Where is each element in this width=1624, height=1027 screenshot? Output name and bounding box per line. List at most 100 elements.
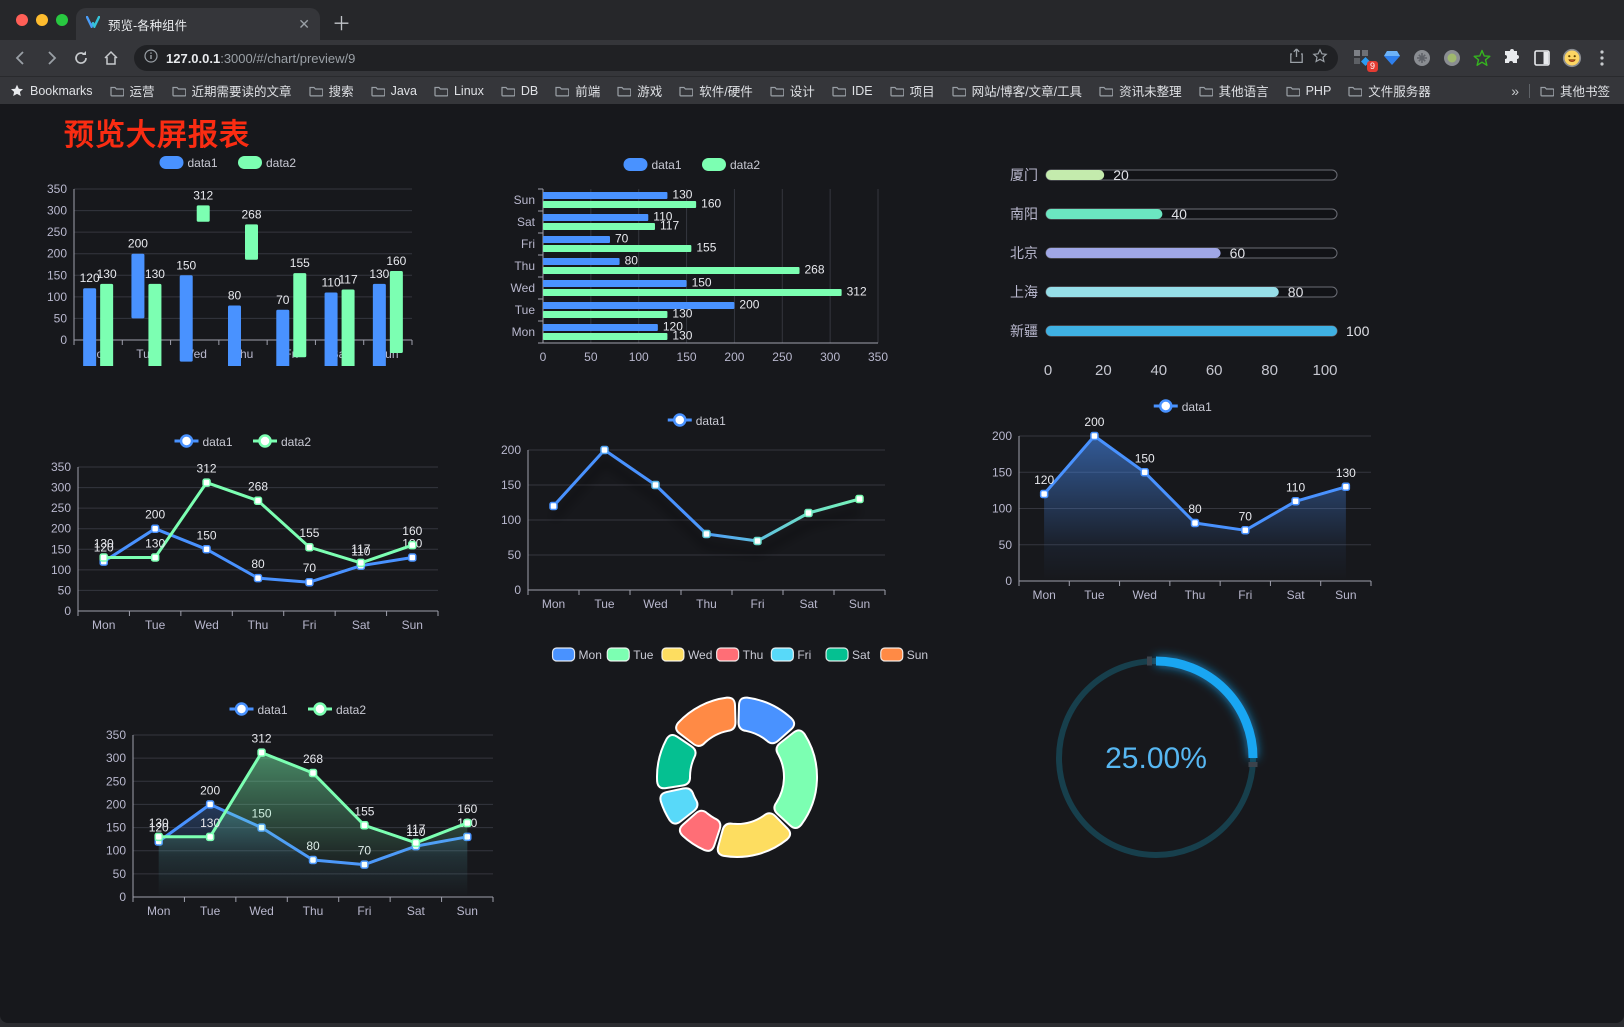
gem-extension-icon[interactable] (1382, 48, 1402, 68)
avatar-emoji-icon[interactable] (1562, 48, 1582, 68)
svg-text:130: 130 (1336, 466, 1356, 480)
chart-city-progress-bars[interactable]: 厦门 20 南阳 40 北京 60 上海 80 新疆 100 0 20 40 60 80 100 (992, 153, 1392, 388)
folder-icon (1198, 86, 1213, 96)
record-circle-extension-icon[interactable] (1442, 48, 1462, 68)
bookmarks-divider (1528, 83, 1530, 98)
svg-text:Mon: Mon (542, 597, 565, 611)
bookmark-folder[interactable]: 文件服务器 (1348, 81, 1431, 100)
info-icon[interactable] (144, 48, 158, 68)
svg-text:Sun: Sun (514, 193, 535, 207)
reload-button[interactable] (68, 45, 94, 71)
svg-text:100: 100 (1346, 323, 1370, 339)
bookmark-folder[interactable]: PHP (1285, 84, 1331, 98)
svg-text:data2: data2 (730, 158, 760, 172)
svg-text:data1: data1 (258, 703, 288, 717)
svg-text:50: 50 (999, 538, 1013, 552)
svg-text:120: 120 (94, 541, 114, 555)
svg-text:北京: 北京 (1010, 245, 1038, 261)
tab-manager-extension-icon[interactable]: 9 (1352, 48, 1378, 72)
svg-text:Wed: Wed (1132, 588, 1156, 602)
svg-text:350: 350 (51, 460, 71, 474)
svg-text:40: 40 (1171, 206, 1187, 222)
bookmark-folder[interactable]: 其他语言 (1198, 81, 1269, 100)
chart-grouped-bar-vertical[interactable]: data1 data2 0 50 100 150 200 250 300 350 Mon Tue Wed… (38, 151, 422, 431)
svg-text:70: 70 (1239, 509, 1253, 523)
svg-text:117: 117 (406, 822, 425, 836)
svg-text:厦门: 厦门 (1010, 167, 1038, 183)
bookmark-folder[interactable]: 网站/博客/文章/工具 (952, 81, 1082, 100)
bookmark-folder[interactable]: 项目 (890, 81, 935, 100)
new-tab-button[interactable]: ＋ (332, 14, 352, 35)
bookmark-folder[interactable]: DB (501, 84, 538, 98)
svg-text:300: 300 (820, 350, 840, 364)
svg-text:100: 100 (992, 502, 1012, 516)
bookmark-folder[interactable]: 运营 (109, 81, 155, 100)
svg-text:160: 160 (386, 254, 406, 268)
svg-text:Wed: Wed (688, 648, 712, 662)
svg-text:250: 250 (47, 225, 67, 239)
bookmark-folder[interactable]: 近期需要读的文章 (171, 81, 292, 100)
bookmark-folder[interactable]: 资讯未整理 (1099, 81, 1182, 100)
bookmark-star-icon[interactable] (1312, 47, 1328, 69)
green-star-extension-icon[interactable] (1472, 48, 1492, 68)
chart-line-two-series-area[interactable]: data1 data2 0 50 100 150 200 250 300 350 Mon Tue Wed… (95, 694, 505, 924)
svg-text:0: 0 (1005, 574, 1012, 588)
folder-icon (617, 86, 632, 96)
folder-icon (109, 86, 124, 96)
bookmark-folder[interactable]: 前端 (555, 81, 600, 100)
tab-close-icon[interactable]: ✕ (298, 16, 310, 32)
chart-line-two-series[interactable]: data1 data2 0 50 100 150 200 250 300 350 Mon Tue Wed… (40, 426, 450, 638)
svg-text:100: 100 (51, 563, 71, 577)
zoom-window-button[interactable] (56, 14, 68, 26)
svg-text:150: 150 (1135, 451, 1155, 465)
folder-icon (370, 86, 385, 96)
svg-text:Mon: Mon (512, 325, 535, 339)
svg-text:Mon: Mon (1032, 588, 1055, 602)
home-button[interactable] (98, 45, 124, 71)
bookmark-folder[interactable]: 设计 (770, 81, 815, 100)
minimize-window-button[interactable] (36, 14, 48, 26)
chart-donut-pie[interactable]: Mon Tue Wed Thu Fri Sat Sun (545, 639, 935, 894)
svg-text:150: 150 (176, 258, 196, 272)
svg-text:Wed: Wed (194, 618, 218, 632)
svg-text:120: 120 (663, 320, 683, 334)
share-icon[interactable] (1289, 48, 1304, 69)
svg-text:350: 350 (868, 350, 888, 364)
svg-text:上海: 上海 (1010, 284, 1038, 300)
chart-grouped-bar-horizontal[interactable]: data1 data2 0 50 100 150 200 250 300 350 Mon 120 130… (498, 153, 890, 369)
puzzle-extensions-icon[interactable] (1502, 48, 1522, 68)
bookmarks-manager-item[interactable]: Bookmarks (10, 84, 93, 98)
close-window-button[interactable] (16, 14, 28, 26)
svg-text:200: 200 (724, 350, 744, 364)
bookmark-folder[interactable]: 游戏 (617, 81, 662, 100)
chart-line-gradient[interactable]: data1 0 50 100 150 200 Mon Tue Wed Thu Fri Sat Sun (498, 401, 900, 613)
reading-list-icon[interactable] (1532, 48, 1552, 68)
tab-strip: 预览-各种组件 ✕ ＋ (0, 0, 1624, 40)
bookmarks-overflow-chevron[interactable]: » (1511, 82, 1519, 99)
svg-text:312: 312 (847, 285, 867, 299)
folder-icon (308, 86, 323, 96)
forward-button[interactable] (38, 45, 64, 71)
url-bar[interactable]: 127.0.0.1:3000/#/chart/preview/9 (134, 45, 1338, 71)
bookmark-folder[interactable]: Linux (434, 84, 484, 98)
chart-gauge-percent[interactable]: 25.00% (990, 636, 1330, 908)
svg-text:268: 268 (805, 263, 825, 277)
svg-text:150: 150 (692, 276, 712, 290)
kebab-menu-icon[interactable] (1592, 48, 1612, 68)
bookmark-folder[interactable]: Java (370, 84, 417, 98)
svg-text:Tue: Tue (594, 597, 615, 611)
bookmark-folder[interactable]: 搜索 (308, 81, 354, 100)
other-bookmarks-folder[interactable]: 其他书签 (1540, 81, 1610, 100)
svg-text:80: 80 (1261, 362, 1278, 379)
svg-text:200: 200 (145, 508, 165, 522)
svg-text:200: 200 (200, 783, 220, 797)
bookmark-folder[interactable]: IDE (832, 84, 873, 98)
chart-line-area[interactable]: data1 0 50 100 150 200 Mon Tue Wed Thu Fri Sat Sun 12… (985, 387, 1385, 614)
svg-text:150: 150 (501, 478, 521, 492)
svg-text:110: 110 (1286, 480, 1305, 494)
bookmark-folder[interactable]: 软件/硬件 (679, 81, 753, 100)
browser-tab[interactable]: 预览-各种组件 ✕ (76, 8, 320, 40)
back-button[interactable] (8, 45, 34, 71)
svg-text:0: 0 (119, 890, 126, 904)
grey-circle-extension-icon[interactable] (1412, 48, 1432, 68)
